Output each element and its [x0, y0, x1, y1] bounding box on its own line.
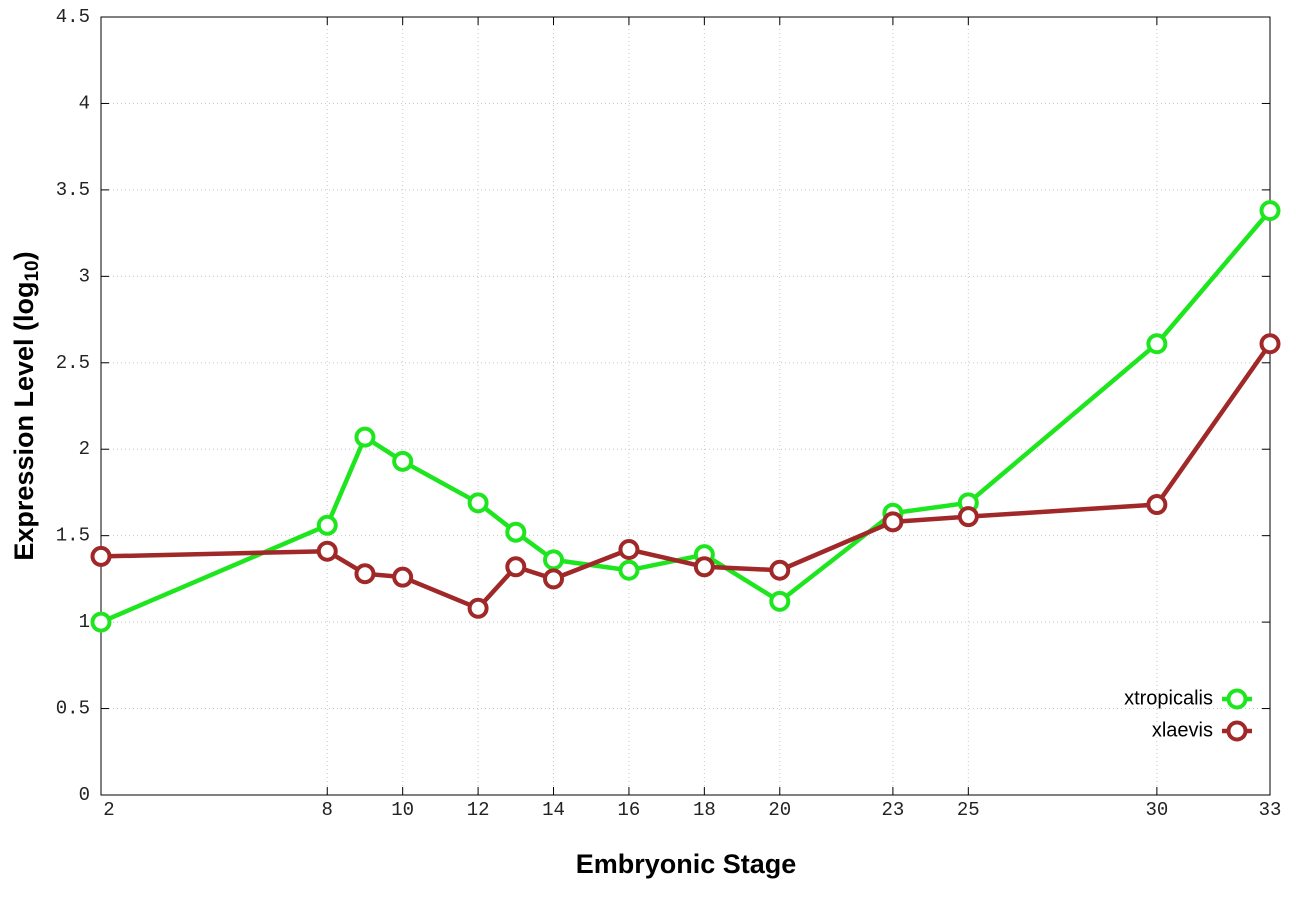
y-label-end: ) [9, 251, 39, 260]
x-tick-label: 25 [957, 799, 980, 821]
x-tick-label: 18 [693, 799, 716, 821]
legend-marker [1226, 688, 1248, 710]
point [354, 563, 376, 585]
point [957, 506, 979, 528]
x-tick-label: 14 [542, 799, 565, 821]
point [618, 538, 640, 560]
y-tick-label: 3 [79, 265, 90, 287]
point [90, 545, 112, 567]
x-tick-label: 33 [1259, 799, 1282, 821]
y-tick-label: 1 [79, 611, 90, 633]
y-tick-label: 4.5 [56, 6, 90, 28]
legend-label: xlaevis [1152, 719, 1213, 741]
y-axis-label: Expression Level (log10) [9, 251, 43, 560]
point [769, 559, 791, 581]
point [505, 521, 527, 543]
point [1259, 200, 1281, 222]
point [467, 492, 489, 514]
x-tick-label: 30 [1145, 799, 1168, 821]
y-tick-label: 0 [79, 784, 90, 806]
y-label-main: Expression Level (log [9, 282, 39, 561]
y-tick-label: 2 [79, 438, 90, 460]
point [693, 556, 715, 578]
y-label-subscript: 10 [22, 260, 43, 281]
point [392, 566, 414, 588]
point [882, 511, 904, 533]
point [90, 611, 112, 633]
x-tick-label: 20 [768, 799, 791, 821]
point [354, 426, 376, 448]
y-tick-label: 3.5 [56, 179, 90, 201]
x-tick-label: 23 [881, 799, 904, 821]
point [1146, 494, 1168, 516]
x-tick-label: 2 [103, 799, 114, 821]
point [316, 514, 338, 536]
plot-frame [100, 16, 1271, 796]
point [618, 559, 640, 581]
x-tick-label: 8 [322, 799, 333, 821]
point [1259, 333, 1281, 355]
x-tick-label: 10 [391, 799, 414, 821]
legend-marker [1226, 720, 1248, 742]
y-tick-label: 1.5 [56, 525, 90, 547]
y-tick-label: 2.5 [56, 352, 90, 374]
point [467, 597, 489, 619]
x-tick-label: 12 [467, 799, 490, 821]
legend-label: xtropicalis [1124, 687, 1213, 709]
point [769, 590, 791, 612]
x-axis-label: Embryonic Stage [576, 849, 797, 879]
x-tick-label: 16 [618, 799, 641, 821]
point [316, 540, 338, 562]
point [543, 549, 565, 571]
point [543, 568, 565, 590]
point [505, 556, 527, 578]
point [392, 450, 414, 472]
y-tick-label: 0.5 [56, 698, 90, 720]
y-tick-label: 4 [79, 92, 90, 114]
point [1146, 333, 1168, 355]
